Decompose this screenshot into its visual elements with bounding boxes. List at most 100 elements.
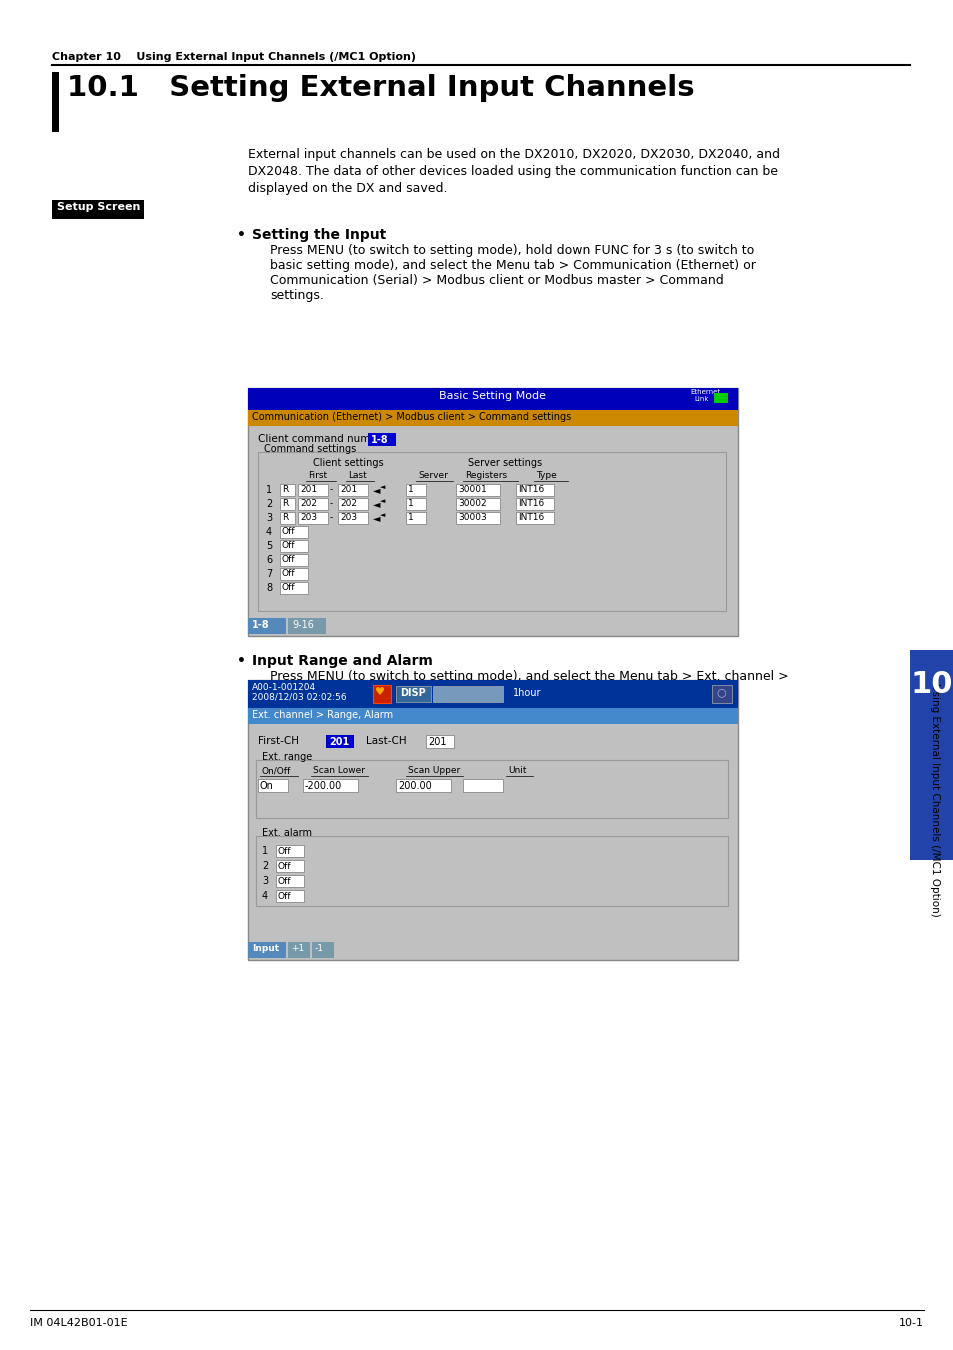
Text: ◄: ◄ xyxy=(373,513,380,522)
Bar xyxy=(248,707,738,724)
Bar xyxy=(406,498,426,510)
Text: -200.00: -200.00 xyxy=(305,782,342,791)
Text: Ext. range: Ext. range xyxy=(262,752,312,761)
Bar xyxy=(52,72,59,132)
Text: basic setting mode), and select the Menu tab > Communication (Ethernet) or: basic setting mode), and select the Menu… xyxy=(270,259,755,271)
Text: Setting the Input: Setting the Input xyxy=(252,228,386,242)
Bar xyxy=(516,498,554,510)
Bar xyxy=(248,942,286,958)
Text: 202: 202 xyxy=(299,500,316,508)
Text: Off: Off xyxy=(282,541,295,549)
Text: -: - xyxy=(330,513,333,522)
Text: 202: 202 xyxy=(339,500,356,508)
Text: Client settings: Client settings xyxy=(313,458,383,468)
Bar xyxy=(248,680,738,707)
Bar xyxy=(297,498,328,510)
Text: Basic Setting Mode: Basic Setting Mode xyxy=(439,392,546,401)
Text: Off: Off xyxy=(277,863,292,871)
Text: 10.1   Setting External Input Channels: 10.1 Setting External Input Channels xyxy=(67,74,694,103)
Bar xyxy=(456,485,499,495)
Text: Communication (Serial) > Modbus client or Modbus master > Command: Communication (Serial) > Modbus client o… xyxy=(270,274,723,288)
Text: Using External Input Channels (/MC1 Option): Using External Input Channels (/MC1 Opti… xyxy=(929,683,939,917)
Text: Off: Off xyxy=(282,583,295,593)
Text: Command settings: Command settings xyxy=(264,444,355,454)
Bar xyxy=(297,512,328,524)
Text: R: R xyxy=(282,500,288,508)
Bar xyxy=(433,686,502,702)
Text: ○: ○ xyxy=(716,687,725,697)
Text: Last-CH: Last-CH xyxy=(366,736,406,747)
Text: ♥: ♥ xyxy=(375,687,385,697)
Text: Last: Last xyxy=(348,471,366,481)
Text: 10: 10 xyxy=(910,670,952,699)
Text: Server settings: Server settings xyxy=(468,458,541,468)
Text: Off: Off xyxy=(282,526,295,536)
Bar xyxy=(257,779,288,792)
Bar xyxy=(337,498,368,510)
Text: A00-1-001204: A00-1-001204 xyxy=(252,683,315,693)
Text: 1-8: 1-8 xyxy=(371,435,388,446)
Text: INT16: INT16 xyxy=(517,485,543,494)
Text: displayed on the DX and saved.: displayed on the DX and saved. xyxy=(248,182,447,194)
Text: First-CH: First-CH xyxy=(257,736,298,747)
Bar xyxy=(255,760,727,818)
Text: Ethernet: Ethernet xyxy=(689,389,720,396)
Text: 1: 1 xyxy=(408,485,414,494)
Text: Range, Alarm.: Range, Alarm. xyxy=(270,684,358,698)
Text: ◄: ◄ xyxy=(379,498,385,504)
Bar xyxy=(248,618,286,634)
Text: •: • xyxy=(236,228,246,242)
Bar xyxy=(280,512,294,524)
Text: Input Range and Alarm: Input Range and Alarm xyxy=(252,653,433,668)
Text: 201: 201 xyxy=(299,485,316,494)
Text: Chapter 10    Using External Input Channels (/MC1 Option): Chapter 10 Using External Input Channels… xyxy=(52,53,416,62)
Text: -: - xyxy=(330,500,333,508)
Text: Link: Link xyxy=(693,396,708,402)
Bar xyxy=(275,860,304,872)
Bar xyxy=(297,485,328,495)
Text: DX2048. The data of other devices loaded using the communication function can be: DX2048. The data of other devices loaded… xyxy=(248,165,778,178)
Text: Off: Off xyxy=(277,878,292,886)
Text: Ext. alarm: Ext. alarm xyxy=(262,828,312,838)
Text: 203: 203 xyxy=(299,513,316,522)
Text: IM 04L42B01-01E: IM 04L42B01-01E xyxy=(30,1318,128,1328)
Bar xyxy=(275,875,304,887)
Text: -: - xyxy=(330,485,333,494)
Bar xyxy=(711,684,731,703)
Text: External input channels can be used on the DX2010, DX2020, DX2030, DX2040, and: External input channels can be used on t… xyxy=(248,148,780,161)
Bar xyxy=(713,393,727,404)
Text: R: R xyxy=(282,485,288,494)
Bar xyxy=(280,485,294,495)
Text: settings.: settings. xyxy=(270,289,323,302)
Text: Communication (Ethernet) > Modbus client > Command settings: Communication (Ethernet) > Modbus client… xyxy=(252,412,571,423)
Text: On/Off: On/Off xyxy=(262,765,291,775)
Bar xyxy=(248,387,738,410)
Bar xyxy=(456,512,499,524)
Bar xyxy=(426,734,454,748)
Bar xyxy=(257,452,725,612)
Text: 30001: 30001 xyxy=(457,485,486,494)
Bar xyxy=(248,387,738,636)
Text: Off: Off xyxy=(277,892,292,900)
Text: 10-1: 10-1 xyxy=(898,1318,923,1328)
Text: Unit: Unit xyxy=(507,765,526,775)
Bar xyxy=(280,582,308,594)
Text: -1: -1 xyxy=(314,944,324,953)
Text: Setup Screen: Setup Screen xyxy=(57,202,140,212)
Bar xyxy=(280,526,308,539)
Text: Scan Lower: Scan Lower xyxy=(313,765,365,775)
Text: 2008/12/03 02:02:56: 2008/12/03 02:02:56 xyxy=(252,693,346,702)
Text: INT16: INT16 xyxy=(517,500,543,508)
Text: 30003: 30003 xyxy=(457,513,486,522)
Text: 3: 3 xyxy=(262,876,268,886)
Text: 2: 2 xyxy=(266,500,272,509)
Bar xyxy=(303,779,357,792)
Text: ◄: ◄ xyxy=(379,485,385,490)
Text: 2: 2 xyxy=(262,861,268,871)
Text: 201: 201 xyxy=(428,737,446,747)
Text: 3: 3 xyxy=(266,513,272,522)
Bar xyxy=(255,836,727,906)
Text: DISP: DISP xyxy=(399,688,425,698)
Text: Registers: Registers xyxy=(464,471,507,481)
Text: 8: 8 xyxy=(266,583,272,593)
